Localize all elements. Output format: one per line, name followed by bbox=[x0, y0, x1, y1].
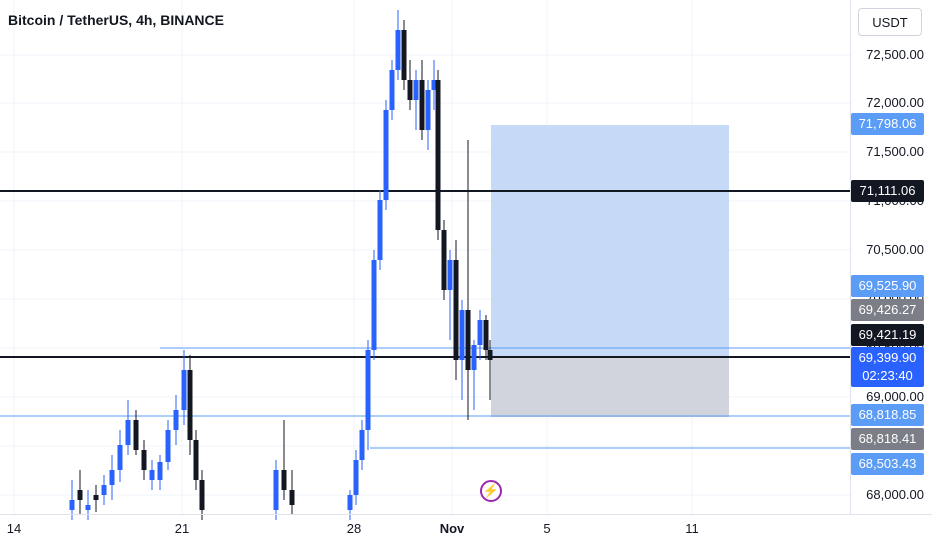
candle-up bbox=[359, 430, 365, 460]
candle-down bbox=[187, 370, 193, 440]
candle-up bbox=[157, 462, 163, 480]
candle-up bbox=[477, 320, 483, 345]
price-tick: 72,500.00 bbox=[866, 47, 924, 62]
candle-down bbox=[441, 230, 447, 290]
candle-up bbox=[181, 370, 187, 410]
bar-countdown: 02:23:40 bbox=[862, 368, 913, 383]
candle-up bbox=[149, 470, 155, 480]
time-tick: Nov bbox=[439, 521, 465, 536]
stop-price-label: 68,818.85 bbox=[851, 404, 924, 426]
time-tick: 11 bbox=[685, 521, 699, 536]
price-tick: 71,500.00 bbox=[866, 144, 924, 159]
low-price-label: 68,503.43 bbox=[851, 453, 924, 475]
time-tick: 28 bbox=[346, 521, 362, 536]
candle-up bbox=[85, 505, 91, 510]
entry-price-label: 69,525.90 bbox=[851, 275, 924, 297]
lightning-icon[interactable]: ⚡ bbox=[480, 480, 502, 502]
candle-up bbox=[109, 470, 115, 485]
candle-up bbox=[395, 30, 401, 70]
candle-down bbox=[289, 490, 295, 505]
gray-price-label: 69,426.27 bbox=[851, 299, 924, 321]
candle-down bbox=[419, 80, 425, 130]
symbol-title[interactable]: Bitcoin / TetherUS, 4h, BINANCE bbox=[8, 12, 224, 28]
candle-down bbox=[465, 310, 471, 370]
candle-up bbox=[347, 495, 353, 510]
candle-up bbox=[117, 445, 123, 470]
candle-down bbox=[141, 450, 147, 470]
candle-up bbox=[365, 350, 371, 430]
candle-up bbox=[431, 80, 437, 90]
hline2-price-label: 69,421.19 bbox=[851, 324, 924, 346]
candle-up bbox=[459, 310, 465, 360]
candle-down bbox=[435, 80, 441, 230]
time-axis-divider bbox=[0, 514, 932, 515]
candle-down bbox=[487, 350, 493, 360]
candle-up bbox=[471, 345, 477, 370]
candle-up bbox=[165, 430, 171, 462]
hline-price-label: 71,111.06 bbox=[851, 180, 924, 202]
candle-up bbox=[377, 200, 383, 260]
candle-down bbox=[93, 495, 99, 500]
target-price-label: 71,798.06 bbox=[851, 113, 924, 135]
candle-down bbox=[199, 480, 205, 510]
candle-up bbox=[389, 70, 395, 110]
candle-up bbox=[383, 110, 389, 200]
price-tick: 69,000.00 bbox=[866, 389, 924, 404]
candle-down bbox=[407, 80, 413, 100]
candle-down bbox=[401, 30, 407, 80]
candle-up bbox=[371, 260, 377, 350]
candle-up bbox=[273, 470, 279, 510]
price-tick: 72,000.00 bbox=[866, 95, 924, 110]
last-price-value: 69,399.90 bbox=[858, 350, 917, 365]
last-price-label: 69,399.90 02:23:40 bbox=[851, 347, 924, 387]
candle-down bbox=[453, 260, 459, 360]
candle-down bbox=[483, 320, 489, 350]
gray-low-price-label: 68,818.41 bbox=[851, 428, 924, 450]
candle-down bbox=[193, 440, 199, 480]
price-axis-divider bbox=[850, 0, 851, 514]
price-tick: 70,500.00 bbox=[866, 242, 924, 257]
time-tick: 5 bbox=[543, 521, 551, 536]
candle-up bbox=[101, 485, 107, 495]
candle-down bbox=[77, 490, 83, 500]
time-tick: 14 bbox=[6, 521, 22, 536]
candle-down bbox=[281, 470, 287, 490]
candle-up bbox=[447, 260, 453, 290]
candle-up bbox=[69, 500, 75, 510]
time-tick: 21 bbox=[174, 521, 190, 536]
stop-zone[interactable] bbox=[491, 357, 729, 417]
candle-up bbox=[353, 460, 359, 495]
candles bbox=[69, 10, 493, 520]
candle-up bbox=[425, 90, 431, 130]
chart-grid bbox=[0, 0, 850, 514]
candle-up bbox=[173, 410, 179, 430]
price-tick: 68,000.00 bbox=[866, 487, 924, 502]
candle-up bbox=[413, 80, 419, 100]
currency-button[interactable]: USDT bbox=[858, 8, 922, 36]
candle-up bbox=[125, 420, 131, 445]
target-zone[interactable] bbox=[491, 125, 729, 357]
candle-down bbox=[133, 420, 139, 450]
